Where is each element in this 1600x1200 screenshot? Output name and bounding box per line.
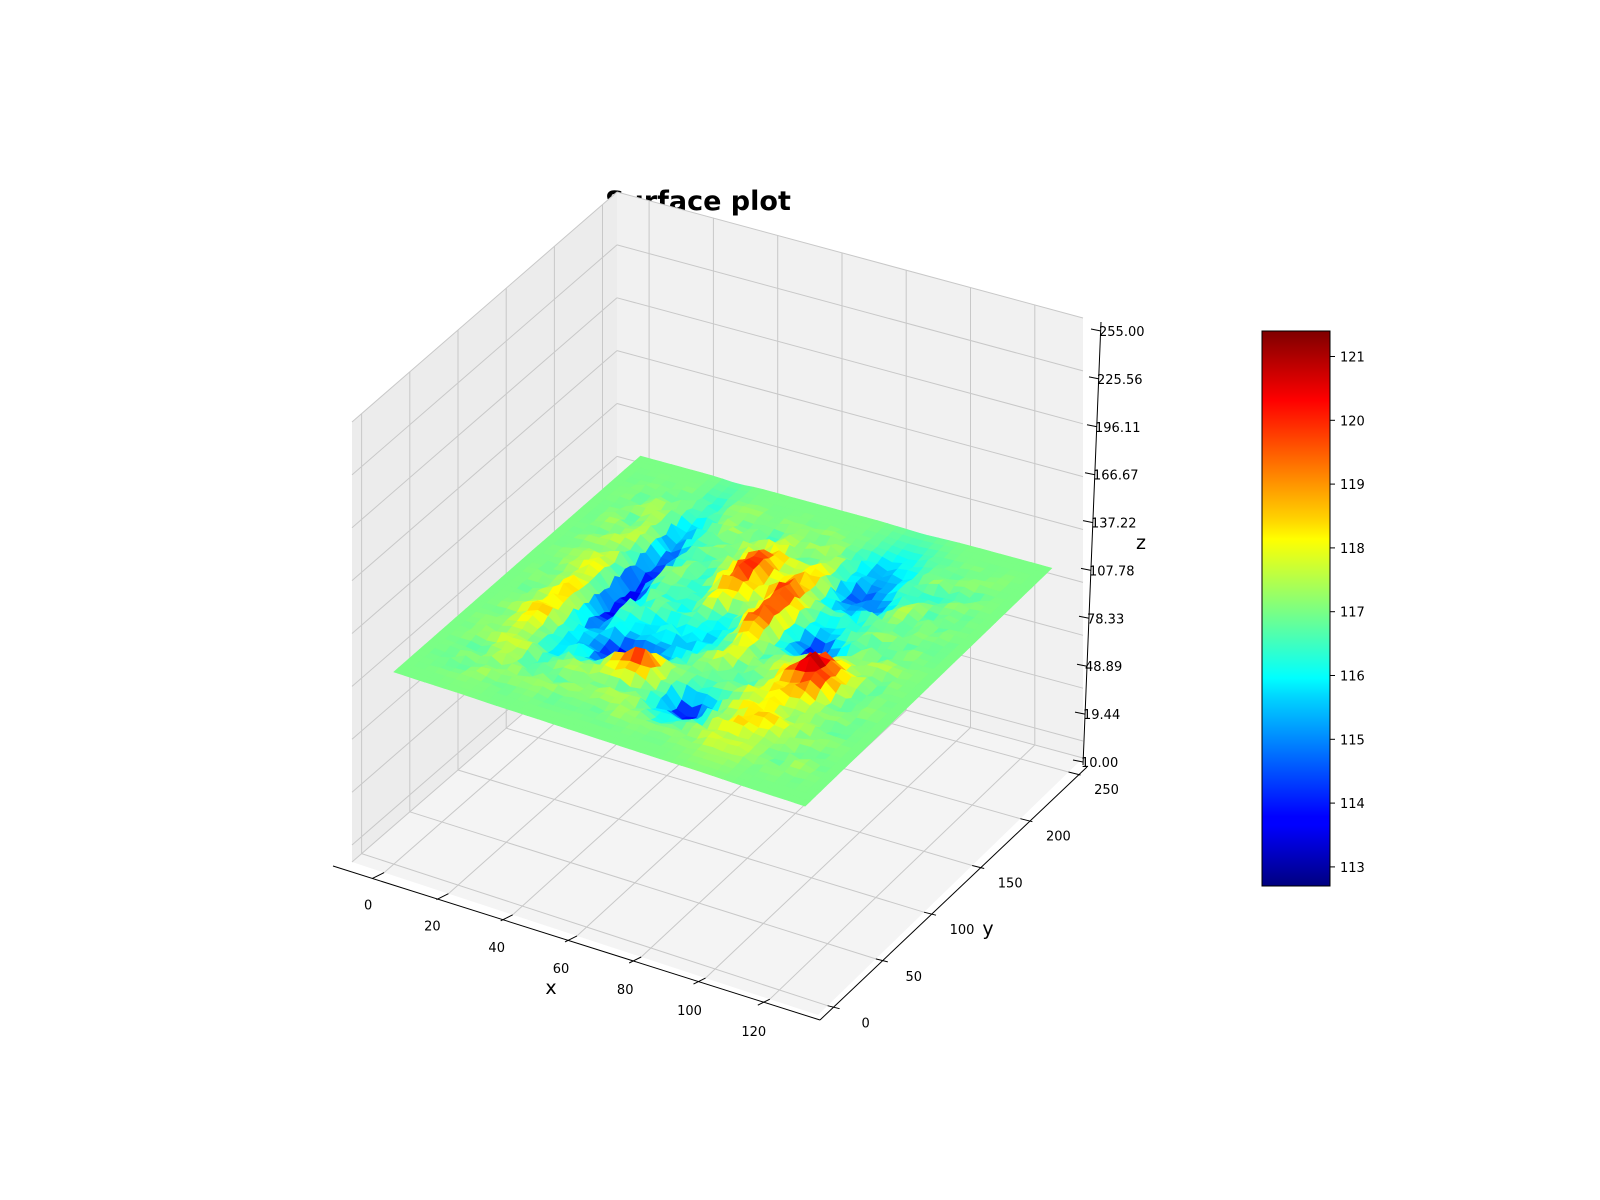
- z-tick-mark: [1088, 376, 1100, 380]
- x-tick-mark: [564, 935, 578, 943]
- x-axis-line: [332, 865, 821, 1021]
- z-gridline-back: [616, 244, 1084, 372]
- x-gridline-floor: [769, 744, 1036, 1000]
- tick-labels: 0 20 40 60 80 100 120 0 50 100 150 200 250 10.00 19.44…: [364, 325, 1145, 1040]
- y-tick-mark: [1020, 818, 1033, 823]
- x-tick-label: 120: [741, 1025, 766, 1040]
- x-tick-mark: [371, 872, 385, 880]
- z-axis-label: z: [1136, 532, 1146, 554]
- z-tick-mark: [1076, 663, 1088, 667]
- z-tick-label: 255.00: [1099, 325, 1145, 340]
- z-tick-label: 78.33: [1087, 612, 1124, 627]
- z-gridline-left: [351, 297, 618, 529]
- x-tick-label: 40: [488, 941, 505, 956]
- y-gridline-floor: [409, 811, 876, 960]
- x-tick-mark: [693, 977, 706, 985]
- x-gridline-floor: [705, 727, 971, 979]
- y-axis-line: [819, 766, 1088, 1021]
- z-tick-label: 166.67: [1093, 469, 1139, 484]
- floor-pane: [352, 632, 1083, 1015]
- z-gridline-left: [351, 350, 618, 581]
- z-tick-label: 107.78: [1089, 564, 1135, 579]
- surface-cell: [794, 797, 811, 807]
- y-tick-mark: [972, 865, 985, 869]
- z-tick-label: 10.00: [1081, 756, 1118, 771]
- z-tick-mark: [1084, 472, 1096, 476]
- y-gridline-floor: [457, 769, 925, 913]
- z-tick-label: 225.56: [1097, 373, 1143, 388]
- colorbar-tick-label: 118: [1340, 542, 1365, 557]
- colorbar-tick-label: 117: [1340, 606, 1365, 621]
- y-gridline-floor: [506, 727, 973, 866]
- z-tick-mark: [1072, 759, 1084, 763]
- x-tick-label: 0: [364, 899, 372, 914]
- z-axis-line: [1082, 321, 1102, 766]
- x-tick-mark: [436, 893, 449, 901]
- colorbar-gradient: [1261, 330, 1331, 887]
- z-gridline-left: [351, 191, 618, 423]
- z-gridline-left: [351, 456, 618, 687]
- colorbar-tick-label: 116: [1340, 670, 1365, 685]
- y-tick-mark: [827, 1005, 840, 1010]
- y-tick-label: 200: [1046, 830, 1071, 845]
- z-tick-mark: [1082, 520, 1094, 524]
- y-tick-label: 0: [861, 1017, 869, 1032]
- y-tick-label: 100: [950, 923, 975, 938]
- z-tick-label: 196.11: [1095, 421, 1141, 436]
- y-tick-mark: [1068, 771, 1081, 776]
- colorbar-tick-label: 114: [1340, 797, 1365, 812]
- surface-mesh: [393, 455, 1053, 807]
- x-axis-label: x: [545, 977, 556, 999]
- y-tick-mark: [875, 958, 888, 963]
- z-gridline-back: [616, 350, 1084, 478]
- y-tick-label: 50: [906, 970, 923, 985]
- axis-panes: [352, 192, 1083, 1015]
- x-tick-mark: [500, 914, 513, 922]
- colorbar-tick-label: 121: [1340, 351, 1365, 366]
- z-gridline-left: [351, 244, 618, 476]
- z-gridline-back: [616, 403, 1084, 530]
- z-tick-mark: [1080, 567, 1092, 571]
- x-tick-label: 100: [677, 1004, 702, 1019]
- x-tick-label: 20: [424, 920, 441, 935]
- z-gridline-back: [616, 297, 1084, 425]
- z-tick-mark: [1086, 424, 1098, 428]
- colorbar: 113 114 115 116 117 118 119 120 121: [1261, 330, 1365, 887]
- y-axis-label: y: [982, 918, 993, 940]
- z-gridline-back: [616, 191, 1084, 319]
- x-tick-label: 80: [617, 983, 634, 998]
- z-tick-label: 48.89: [1085, 660, 1122, 675]
- colorbar-tick-label: 120: [1340, 414, 1365, 429]
- z-tick-label: 137.22: [1091, 517, 1137, 532]
- axis-lines: [332, 321, 1102, 1021]
- colorbar-ticks: 113 114 115 116 117 118 119 120 121: [1330, 351, 1365, 876]
- x-tick-label: 60: [553, 962, 570, 977]
- z-gridline-left: [351, 403, 618, 634]
- z-tick-mark: [1078, 615, 1090, 619]
- z-tick-label: 19.44: [1083, 708, 1120, 723]
- left-pane: [352, 192, 617, 862]
- z-tick-mark: [1090, 328, 1102, 332]
- colorbar-tick-label: 119: [1340, 478, 1365, 493]
- colorbar-tick-label: 115: [1340, 733, 1365, 748]
- colorbar-tick-label: 113: [1340, 861, 1365, 876]
- x-tick-mark: [628, 956, 642, 964]
- x-tick-mark: [757, 998, 771, 1006]
- y-tick-mark: [923, 911, 937, 916]
- z-tick-mark: [1074, 711, 1086, 715]
- y-tick-label: 150: [998, 877, 1023, 892]
- y-tick-label: 250: [1094, 783, 1119, 798]
- y-gridline-floor: [361, 853, 828, 1007]
